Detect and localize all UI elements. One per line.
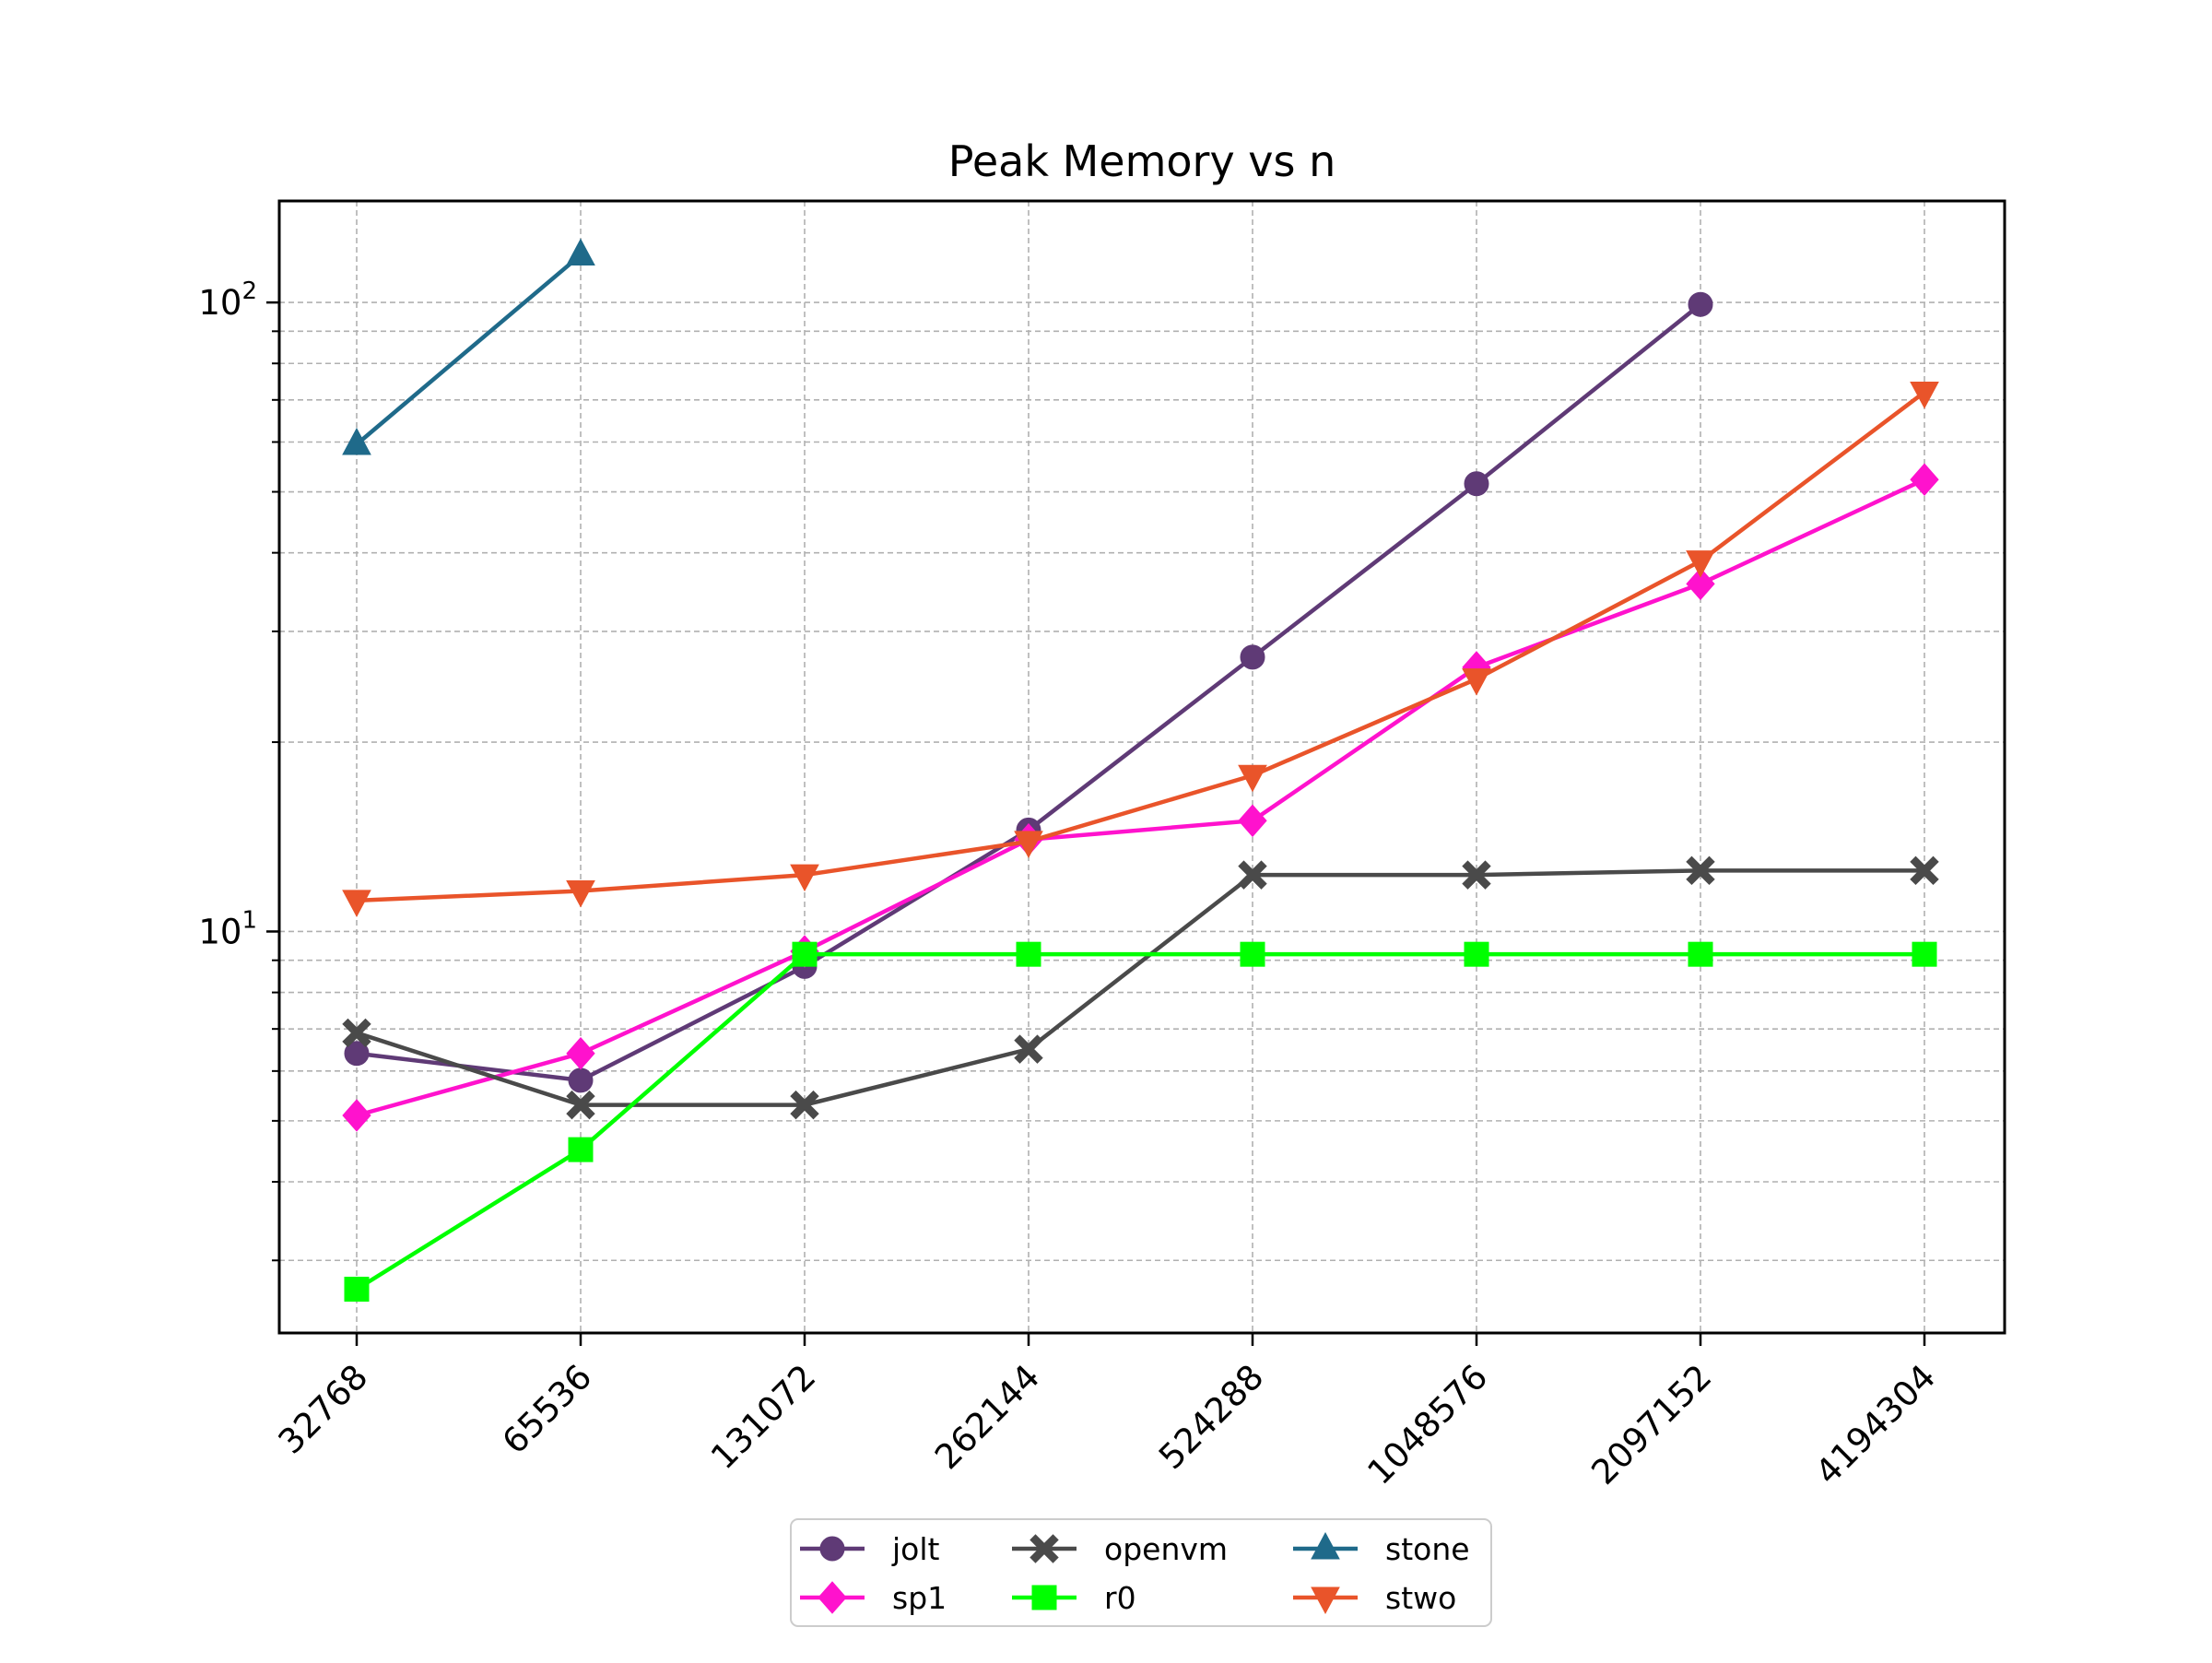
x-tick-label: 1048576 [1359,1357,1495,1492]
series-line-sp1 [356,478,1925,1118]
legend-label-openvm: openvm [1104,1531,1228,1567]
data-point-openvm [1462,860,1491,890]
legend-marker-openvm [1030,1534,1059,1563]
y-tick-exponent: 1 [241,906,257,934]
data-point-r0 [1464,941,1489,967]
data-point-jolt [568,1067,594,1093]
data-point-stwo [1686,550,1715,578]
series-line-stone [355,253,582,446]
legend-marker-stwo [1311,1586,1340,1615]
data-point-r0 [1016,941,1041,967]
grid-layer [279,201,2005,1333]
data-point-jolt [1688,291,1713,317]
legend-marker-r0 [1031,1585,1057,1610]
data-point-r0 [1688,941,1713,967]
data-point-stwo [342,890,371,917]
data-point-openvm [1014,1034,1043,1064]
data-point-r0 [1912,941,1937,967]
series-layer [342,238,1939,1302]
legend-label-stone: stone [1385,1531,1470,1567]
data-point-stwo [566,879,595,908]
legend-label-stwo: stwo [1385,1580,1456,1616]
data-point-r0 [1240,941,1265,967]
x-tick-label: 524288 [1151,1357,1271,1477]
y-tick-base: 10 [198,912,241,951]
data-point-stwo [1238,764,1267,793]
legend-label-jolt: jolt [891,1531,940,1567]
legend-label-r0: r0 [1104,1580,1136,1616]
y-tick-exponent: 2 [241,277,257,305]
data-point-jolt [1240,644,1265,670]
y-tick-base: 10 [198,283,241,323]
x-tick-label: 4194304 [1807,1357,1943,1492]
x-tick-label: 32768 [271,1357,376,1462]
data-point-openvm [566,1090,595,1120]
data-point-stone [342,427,371,455]
data-point-stwo [1014,831,1043,858]
legend-marker-jolt [819,1536,845,1562]
data-point-openvm [1238,860,1267,890]
series-line-stwo [356,390,1926,903]
x-tick-label: 262144 [927,1357,1047,1477]
y-tick-label: 102 [198,277,257,323]
chart-title: Peak Memory vs n [948,136,1336,186]
x-tick-label: 2097152 [1583,1357,1719,1492]
data-point-sp1 [342,1099,371,1132]
data-point-jolt [344,1041,370,1067]
data-point-stwo [790,864,819,892]
series-line-r0 [355,951,1924,1291]
plot-frame [277,199,2006,1335]
x-tick-label: 65536 [495,1357,600,1462]
data-point-r0 [568,1137,594,1162]
data-point-stwo [1462,668,1491,696]
series-line-openvm [356,868,1924,1107]
data-point-openvm [1686,855,1715,886]
legend-label-sp1: sp1 [892,1580,947,1616]
data-point-r0 [792,941,818,967]
data-point-stwo [1910,381,1939,409]
data-point-sp1 [566,1036,595,1070]
data-point-r0 [344,1276,370,1302]
data-point-sp1 [1686,567,1715,601]
legend: jolt sp1 openvm r0 stone stwo [790,1518,1492,1627]
axis-layer: 32768 65536 131072 262144 524288 1048576 20971… [198,277,1943,1492]
y-tick-label: 101 [198,906,257,951]
data-point-jolt [1464,471,1489,497]
data-point-stone [566,238,595,266]
data-point-openvm [790,1090,819,1120]
legend-marker-stone [1311,1531,1340,1560]
legend-marker-sp1 [818,1581,847,1614]
data-point-openvm [1910,855,1939,886]
data-point-openvm [342,1018,371,1048]
x-tick-label: 131072 [703,1357,823,1477]
data-point-sp1 [1238,804,1267,838]
data-point-sp1 [1910,463,1939,496]
